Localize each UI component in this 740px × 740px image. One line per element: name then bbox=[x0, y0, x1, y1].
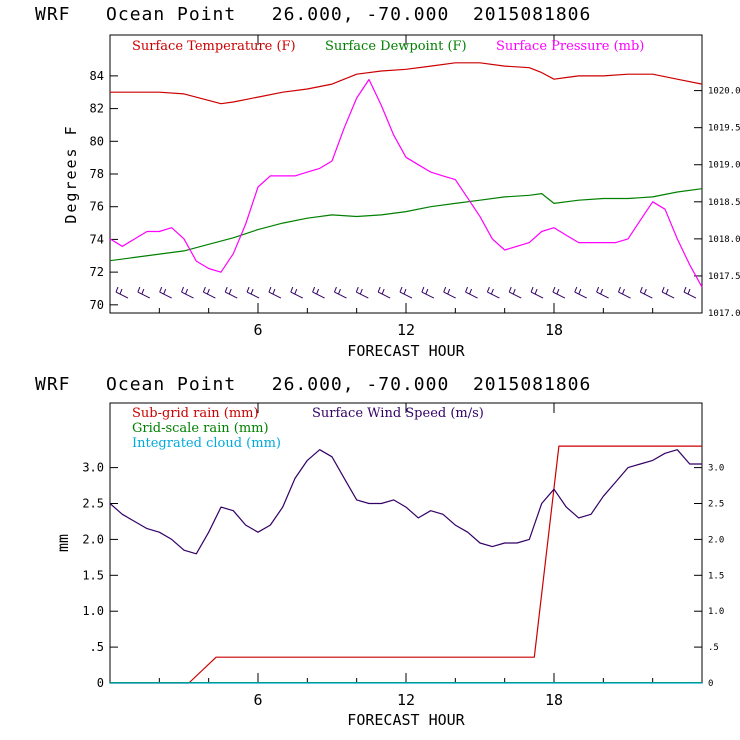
wind-barb bbox=[443, 286, 456, 299]
legend-surface-wind-speed: Surface Wind Speed (m/s) bbox=[312, 406, 484, 421]
y2-tick-label: 1017.5 bbox=[708, 272, 740, 282]
wind-barb bbox=[617, 286, 631, 299]
y2-tick-label: 3.0 bbox=[708, 464, 724, 474]
y-tick-label: 72 bbox=[90, 265, 104, 279]
y2-tick-label: 1020.0 bbox=[708, 87, 740, 97]
surface-temperature-line bbox=[110, 62, 703, 105]
wind-barb bbox=[377, 286, 391, 299]
y-tick-label: 80 bbox=[90, 134, 104, 148]
y-tick-label: 2.5 bbox=[82, 497, 104, 511]
temperature-x-axis-label: FORECAST HOUR bbox=[347, 342, 465, 360]
wind-barb bbox=[202, 286, 216, 299]
x-tick-label: 18 bbox=[545, 691, 563, 709]
y-tick-label: 1.5 bbox=[82, 568, 104, 582]
surface-wind-speed-line bbox=[109, 449, 702, 555]
y2-tick-label: 2.0 bbox=[708, 535, 724, 545]
x-tick-label: 18 bbox=[545, 321, 563, 339]
wind-barb bbox=[333, 286, 347, 299]
x-tick-label: 6 bbox=[253, 321, 262, 339]
surface-dewpoint-line bbox=[109, 188, 703, 262]
wind-barb bbox=[115, 286, 129, 299]
wind-barb bbox=[661, 286, 675, 299]
wind-barb bbox=[355, 286, 369, 299]
rain-x-axis-label: FORECAST HOUR bbox=[347, 711, 465, 729]
y-tick-label: 76 bbox=[90, 200, 104, 214]
legend-surface-temperature: Surface Temperature (F) bbox=[132, 39, 296, 54]
wind-barb bbox=[137, 286, 151, 299]
wind-barb bbox=[639, 286, 653, 299]
wind-barb bbox=[465, 286, 478, 299]
wind-barb bbox=[552, 286, 566, 299]
temperature-panel-title: WRF Ocean Point 26.000, -70.000 20150818… bbox=[35, 4, 591, 25]
x-tick-label: 12 bbox=[397, 321, 415, 339]
wind-barb bbox=[508, 286, 522, 299]
y2-tick-label: .5 bbox=[708, 643, 719, 653]
temperature-x-axis-ticks: 6 12 18 bbox=[158, 35, 654, 339]
y-tick-label: 2.0 bbox=[82, 532, 104, 546]
y2-tick-label: 1017.0 bbox=[708, 309, 740, 319]
wind-barb bbox=[312, 286, 325, 299]
legend-integrated-cloud: Integrated cloud (mm) bbox=[132, 436, 281, 451]
y-tick-label: 82 bbox=[90, 102, 104, 116]
legend-grid-scale-rain: Grid-scale rain (mm) bbox=[132, 421, 269, 436]
y-tick-label: 70 bbox=[90, 298, 104, 312]
wind-barb bbox=[596, 286, 609, 299]
wind-barb bbox=[486, 286, 500, 299]
rain-x-axis-ticks: 6 12 18 bbox=[158, 403, 654, 709]
wind-barb bbox=[159, 286, 172, 299]
y-tick-label: 84 bbox=[90, 69, 104, 83]
y2-tick-label: 1.5 bbox=[708, 571, 724, 581]
legend-sub-grid-rain: Sub-grid rain (mm) bbox=[132, 406, 259, 421]
y2-tick-label: 2.5 bbox=[708, 500, 724, 510]
wind-barbs bbox=[115, 286, 697, 299]
x-tick-label: 6 bbox=[253, 691, 262, 709]
wind-barb bbox=[683, 286, 697, 299]
y2-tick-label: 1019.0 bbox=[708, 161, 740, 171]
pressure-y-axis-ticks: 1017.0 1017.5 1018.0 1018.5 1019.0 1019.5 1020… bbox=[694, 87, 740, 319]
rain-y-axis-ticks: 0 .5 1.0 1.5 2.0 2.5 3.0 bbox=[82, 461, 118, 690]
wind-barb bbox=[574, 286, 587, 299]
surface-pressure-line bbox=[109, 78, 703, 288]
y-tick-label: .5 bbox=[90, 640, 104, 654]
y2-tick-label: 1.0 bbox=[708, 607, 724, 617]
wind-barb bbox=[268, 286, 282, 299]
y-tick-label: 78 bbox=[90, 167, 104, 181]
temperature-y-axis-ticks: 70 72 74 76 78 80 82 84 bbox=[90, 69, 118, 312]
wind-barb bbox=[246, 286, 260, 299]
y2-tick-label: 0 bbox=[708, 679, 713, 689]
wind-barb bbox=[530, 286, 544, 299]
wind-barb bbox=[181, 286, 194, 299]
legend-surface-dewpoint: Surface Dewpoint (F) bbox=[325, 39, 467, 54]
x-tick-label: 12 bbox=[397, 691, 415, 709]
temperature-y-axis-label: Degrees F bbox=[62, 124, 80, 223]
y2-tick-label: 1019.5 bbox=[708, 124, 740, 134]
wind-barb bbox=[290, 286, 303, 299]
temperature-series bbox=[109, 62, 703, 288]
wind-barb bbox=[224, 286, 238, 299]
wind-barb bbox=[421, 286, 435, 299]
rain-series bbox=[109, 445, 702, 684]
wind-barb bbox=[399, 286, 413, 299]
rain-panel-title: WRF Ocean Point 26.000, -70.000 20150818… bbox=[35, 374, 591, 395]
legend-surface-pressure: Surface Pressure (mb) bbox=[496, 39, 644, 54]
y-tick-label: 74 bbox=[90, 232, 104, 246]
rain-y-axis-label: mm bbox=[54, 534, 72, 552]
y-tick-label: 1.0 bbox=[82, 604, 104, 618]
y-tick-label: 3.0 bbox=[82, 461, 104, 475]
temperature-panel: WRF Ocean Point 26.000, -70.000 20150818… bbox=[35, 4, 740, 360]
y-tick-label: 0 bbox=[97, 676, 104, 690]
y2-tick-label: 1018.0 bbox=[708, 235, 740, 245]
y2-tick-label: 1018.5 bbox=[708, 198, 740, 208]
rain-panel: WRF Ocean Point 26.000, -70.000 20150818… bbox=[35, 374, 724, 729]
